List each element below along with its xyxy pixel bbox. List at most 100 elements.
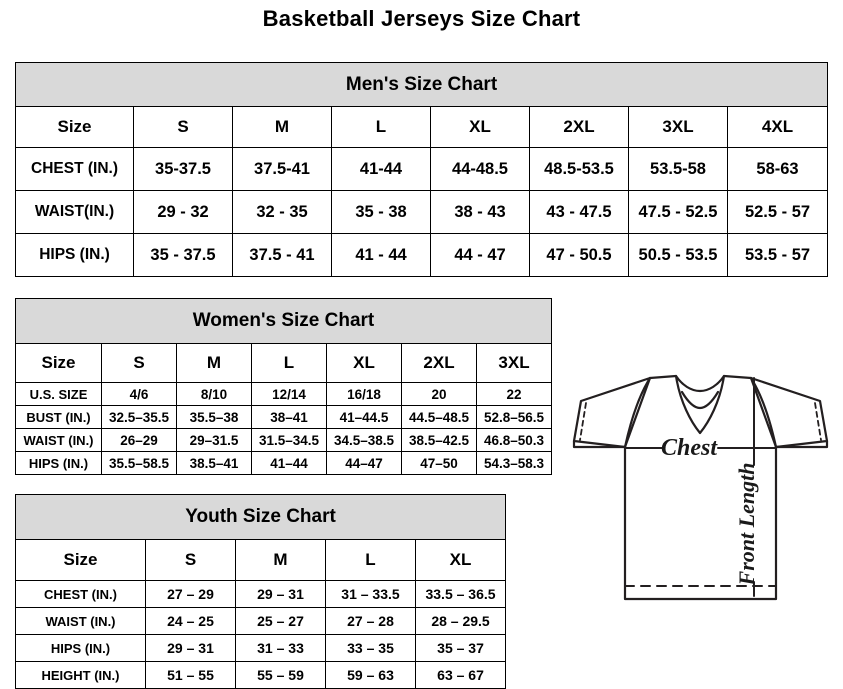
womens-col-header-l: L	[251, 343, 327, 383]
womens-row-label-waist: WAIST (IN.)	[15, 428, 102, 452]
womens-row-label-us-size: U.S. SIZE	[15, 382, 102, 406]
table-cell: 52.8–56.5	[476, 405, 552, 429]
table-row: HEIGHT (IN.) 51 – 55 55 – 59 59 – 63 63 …	[15, 661, 507, 689]
table-cell: 53.5-58	[628, 147, 728, 191]
mens-col-header-l: L	[331, 106, 431, 148]
page-title: Basketball Jerseys Size Chart	[262, 6, 581, 31]
table-row: HIPS (IN.) 29 – 31 31 – 33 33 – 35 35 – …	[15, 634, 507, 662]
mens-col-header-xl: XL	[430, 106, 530, 148]
table-cell: 29 - 32	[133, 190, 233, 234]
table-cell: 29 – 31	[235, 580, 326, 608]
jersey-right-sleeve	[749, 376, 829, 449]
table-cell: 35 – 37	[414, 634, 507, 662]
table-cell: 54.3–58.3	[476, 451, 552, 475]
table-row: WAIST (IN.) 26–29 29–31.5 31.5–34.5 34.5…	[15, 428, 552, 452]
table-cell: 34.5–38.5	[326, 428, 402, 452]
table-cell: 38.5–42.5	[401, 428, 477, 452]
table-cell: 43 - 47.5	[529, 190, 629, 234]
womens-col-header-3xl: 3XL	[476, 343, 552, 383]
table-cell: 52.5 - 57	[726, 190, 829, 234]
jersey-right-underarm	[774, 439, 829, 449]
mens-row-label-hips: HIPS (IN.)	[15, 233, 134, 277]
table-cell: 35.5–58.5	[101, 451, 177, 475]
table-cell: 41 - 44	[331, 233, 431, 277]
jersey-neck-band-2	[680, 390, 720, 410]
youth-col-header-size: Size	[15, 539, 146, 581]
youth-col-header-s: S	[145, 539, 236, 581]
table-cell: 37.5-41	[232, 147, 332, 191]
womens-chart-banner-row: Women's Size Chart	[15, 298, 552, 344]
front-length-label: Front Length	[734, 463, 759, 587]
mens-size-chart: Men's Size Chart Size S M L XL 2XL 3XL 4…	[14, 62, 829, 277]
table-row: CHEST (IN.) 35-37.5 37.5-41 41-44 44-48.…	[15, 147, 829, 191]
mens-chart-banner-row: Men's Size Chart	[14, 62, 829, 107]
table-cell: 31 – 33	[235, 634, 326, 662]
table-cell: 31.5–34.5	[251, 428, 327, 452]
table-row: U.S. SIZE 4/6 8/10 12/14 16/18 20 22	[15, 382, 552, 406]
womens-col-header-2xl: 2XL	[401, 343, 477, 383]
womens-col-header-s: S	[101, 343, 177, 383]
table-cell: 38.5–41	[176, 451, 252, 475]
table-cell: 26–29	[101, 428, 177, 452]
table-row: WAIST(IN.) 29 - 32 32 - 35 35 - 38 38 - …	[15, 190, 829, 234]
table-cell: 29–31.5	[176, 428, 252, 452]
table-cell: 16/18	[326, 382, 402, 406]
table-cell: 22	[476, 382, 552, 406]
table-cell: 41–44	[251, 451, 327, 475]
jersey-right-sleeve-hem	[814, 402, 822, 441]
jersey-neck-band-1	[674, 374, 726, 393]
womens-row-label-hips: HIPS (IN.)	[15, 451, 102, 475]
jersey-measurement-diagram: Chest Front Length	[558, 352, 843, 652]
table-cell: 20	[401, 382, 477, 406]
jersey-body-outline	[623, 445, 778, 601]
youth-col-header-m: M	[235, 539, 326, 581]
table-cell: 8/10	[176, 382, 252, 406]
table-cell: 47.5 - 52.5	[628, 190, 728, 234]
table-cell: 32 - 35	[232, 190, 332, 234]
womens-col-header-m: M	[176, 343, 252, 383]
table-cell: 48.5-53.5	[529, 147, 629, 191]
youth-row-label-chest: CHEST (IN.)	[15, 580, 146, 608]
table-cell: 33 – 35	[325, 634, 416, 662]
mens-chart-banner: Men's Size Chart	[14, 62, 829, 107]
jersey-left-armhole	[623, 376, 652, 449]
table-cell: 41-44	[331, 147, 431, 191]
table-cell: 51 – 55	[145, 661, 236, 689]
table-cell: 38–41	[251, 405, 327, 429]
youth-row-label-waist: WAIST (IN.)	[15, 607, 146, 635]
table-cell: 37.5 - 41	[232, 233, 332, 277]
womens-chart-header-row: Size S M L XL 2XL 3XL	[15, 343, 552, 383]
mens-col-header-2xl: 2XL	[529, 106, 629, 148]
table-cell: 24 – 25	[145, 607, 236, 635]
table-row: BUST (IN.) 32.5–35.5 35.5–38 38–41 41–44…	[15, 405, 552, 429]
table-cell: 63 – 67	[414, 661, 507, 689]
table-row: WAIST (IN.) 24 – 25 25 – 27 27 – 28 28 –…	[15, 607, 507, 635]
table-cell: 12/14	[251, 382, 327, 406]
table-cell: 29 – 31	[145, 634, 236, 662]
youth-col-header-l: L	[325, 539, 416, 581]
jersey-left-sleeve-hem	[579, 402, 587, 441]
youth-size-chart: Youth Size Chart Size S M L XL CHEST (IN…	[14, 494, 507, 689]
table-cell: 55 – 59	[235, 661, 326, 689]
jersey-left-sleeve	[572, 376, 652, 449]
table-cell: 44-48.5	[430, 147, 530, 191]
table-cell: 33.5 – 36.5	[414, 580, 507, 608]
table-cell: 44 - 47	[430, 233, 530, 277]
mens-col-header-3xl: 3XL	[628, 106, 728, 148]
table-cell: 46.8–50.3	[476, 428, 552, 452]
mens-chart-header-row: Size S M L XL 2XL 3XL 4XL	[15, 106, 829, 148]
table-cell: 59 – 63	[325, 661, 416, 689]
table-row: CHEST (IN.) 27 – 29 29 – 31 31 – 33.5 33…	[15, 580, 507, 608]
table-row: HIPS (IN.) 35 - 37.5 37.5 - 41 41 - 44 4…	[15, 233, 829, 277]
mens-col-header-s: S	[133, 106, 233, 148]
table-row: HIPS (IN.) 35.5–58.5 38.5–41 41–44 44–47…	[15, 451, 552, 475]
youth-row-label-hips: HIPS (IN.)	[15, 634, 146, 662]
mens-col-header-size: Size	[15, 106, 134, 148]
table-cell: 27 – 29	[145, 580, 236, 608]
table-cell: 4/6	[101, 382, 177, 406]
womens-row-label-bust: BUST (IN.)	[15, 405, 102, 429]
youth-chart-banner: Youth Size Chart	[14, 494, 507, 540]
mens-col-header-4xl: 4XL	[726, 106, 829, 148]
womens-size-chart: Women's Size Chart Size S M L XL 2XL 3XL…	[15, 298, 552, 475]
womens-col-header-xl: XL	[326, 343, 402, 383]
